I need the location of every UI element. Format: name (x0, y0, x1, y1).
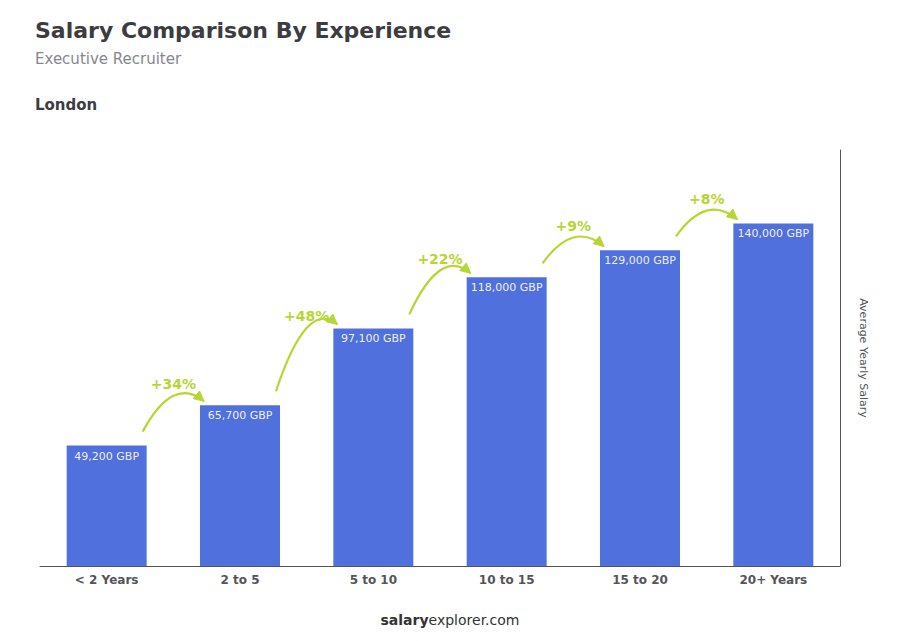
svg-text:140,000 GBP: 140,000 GBP (737, 227, 809, 240)
svg-text:118,000 GBP: 118,000 GBP (471, 281, 543, 294)
svg-text:+9%: +9% (556, 218, 592, 234)
svg-text:129,000 GBP: 129,000 GBP (604, 254, 676, 267)
svg-text:London: London (35, 96, 97, 114)
svg-text:+8%: +8% (689, 191, 725, 207)
svg-text:Salary Comparison By Experienc: Salary Comparison By Experience (35, 18, 451, 43)
svg-text:15 to 20: 15 to 20 (612, 573, 668, 587)
svg-text:10 to 15: 10 to 15 (479, 573, 535, 587)
svg-text:explorer.com: explorer.com (429, 612, 520, 628)
svg-text:97,100 GBP: 97,100 GBP (341, 332, 406, 345)
svg-text:Executive Recruiter: Executive Recruiter (35, 50, 182, 68)
svg-text:5 to 10: 5 to 10 (350, 573, 397, 587)
svg-text:salary: salary (381, 612, 429, 628)
svg-text:20+ Years: 20+ Years (739, 573, 807, 587)
svg-text:Average Yearly Salary: Average Yearly Salary (857, 298, 870, 418)
svg-text:+22%: +22% (417, 251, 462, 267)
svg-text:+48%: +48% (284, 308, 329, 324)
svg-text:< 2 Years: < 2 Years (75, 573, 139, 587)
svg-text:2 to 5: 2 to 5 (220, 573, 259, 587)
svg-text:65,700 GBP: 65,700 GBP (208, 409, 273, 422)
svg-text:+34%: +34% (151, 376, 196, 392)
svg-text:49,200 GBP: 49,200 GBP (74, 450, 139, 463)
